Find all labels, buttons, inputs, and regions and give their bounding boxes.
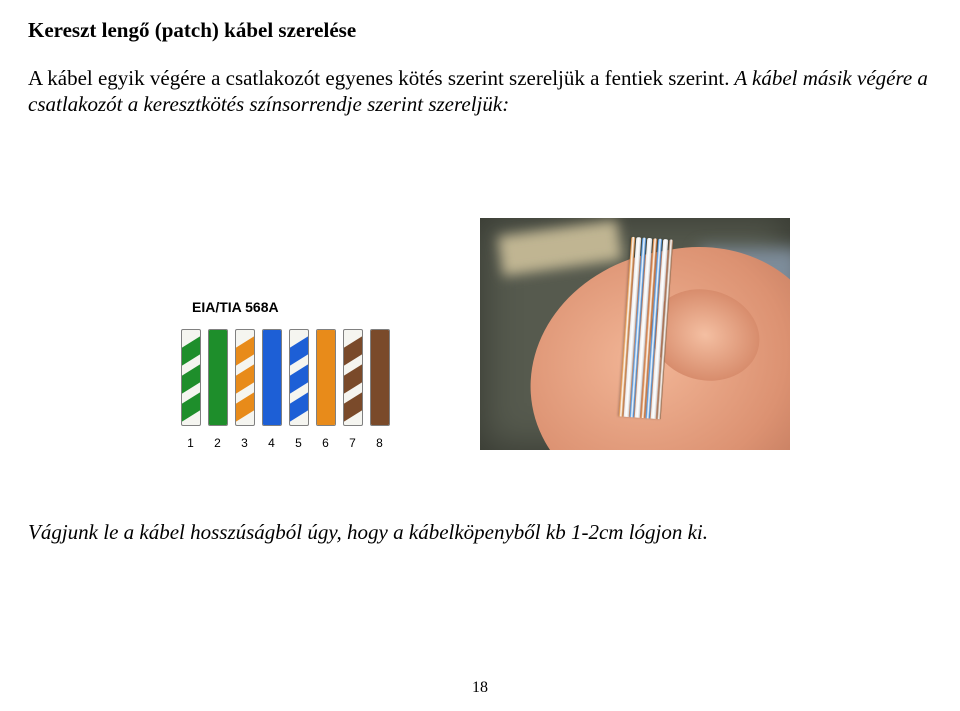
pin-numbers: 12345678: [181, 436, 390, 450]
wire: [316, 329, 336, 426]
wire: [235, 329, 255, 426]
wire-strip: [181, 329, 390, 426]
caption-text: Vágjunk le a kábel hosszúságból úgy, hog…: [28, 520, 932, 545]
wire: [289, 329, 309, 426]
wire: [262, 329, 282, 426]
pin-number: 6: [316, 436, 336, 450]
pin-number: 5: [289, 436, 309, 450]
wire: [208, 329, 228, 426]
photo-bg-blur: [498, 219, 622, 275]
diagram-label: EIA/TIA 568A: [192, 299, 279, 315]
page-number: 18: [0, 679, 960, 697]
pin-number: 2: [208, 436, 228, 450]
cable-photo: [480, 218, 790, 450]
pin-number: 7: [343, 436, 363, 450]
wire: [370, 329, 390, 426]
intro-paragraph: A kábel egyik végére a csatlakozót egyen…: [28, 65, 932, 118]
wiring-diagram: EIA/TIA 568A 12345678: [170, 299, 400, 450]
pin-number: 3: [235, 436, 255, 450]
figure-row: EIA/TIA 568A 12345678: [28, 218, 932, 450]
page-title: Kereszt lengő (patch) kábel szerelése: [28, 18, 932, 43]
wire: [343, 329, 363, 426]
intro-plain: A kábel egyik végére a csatlakozót egyen…: [28, 66, 729, 90]
pin-number: 1: [181, 436, 201, 450]
pin-number: 8: [370, 436, 390, 450]
pin-number: 4: [262, 436, 282, 450]
wire: [181, 329, 201, 426]
